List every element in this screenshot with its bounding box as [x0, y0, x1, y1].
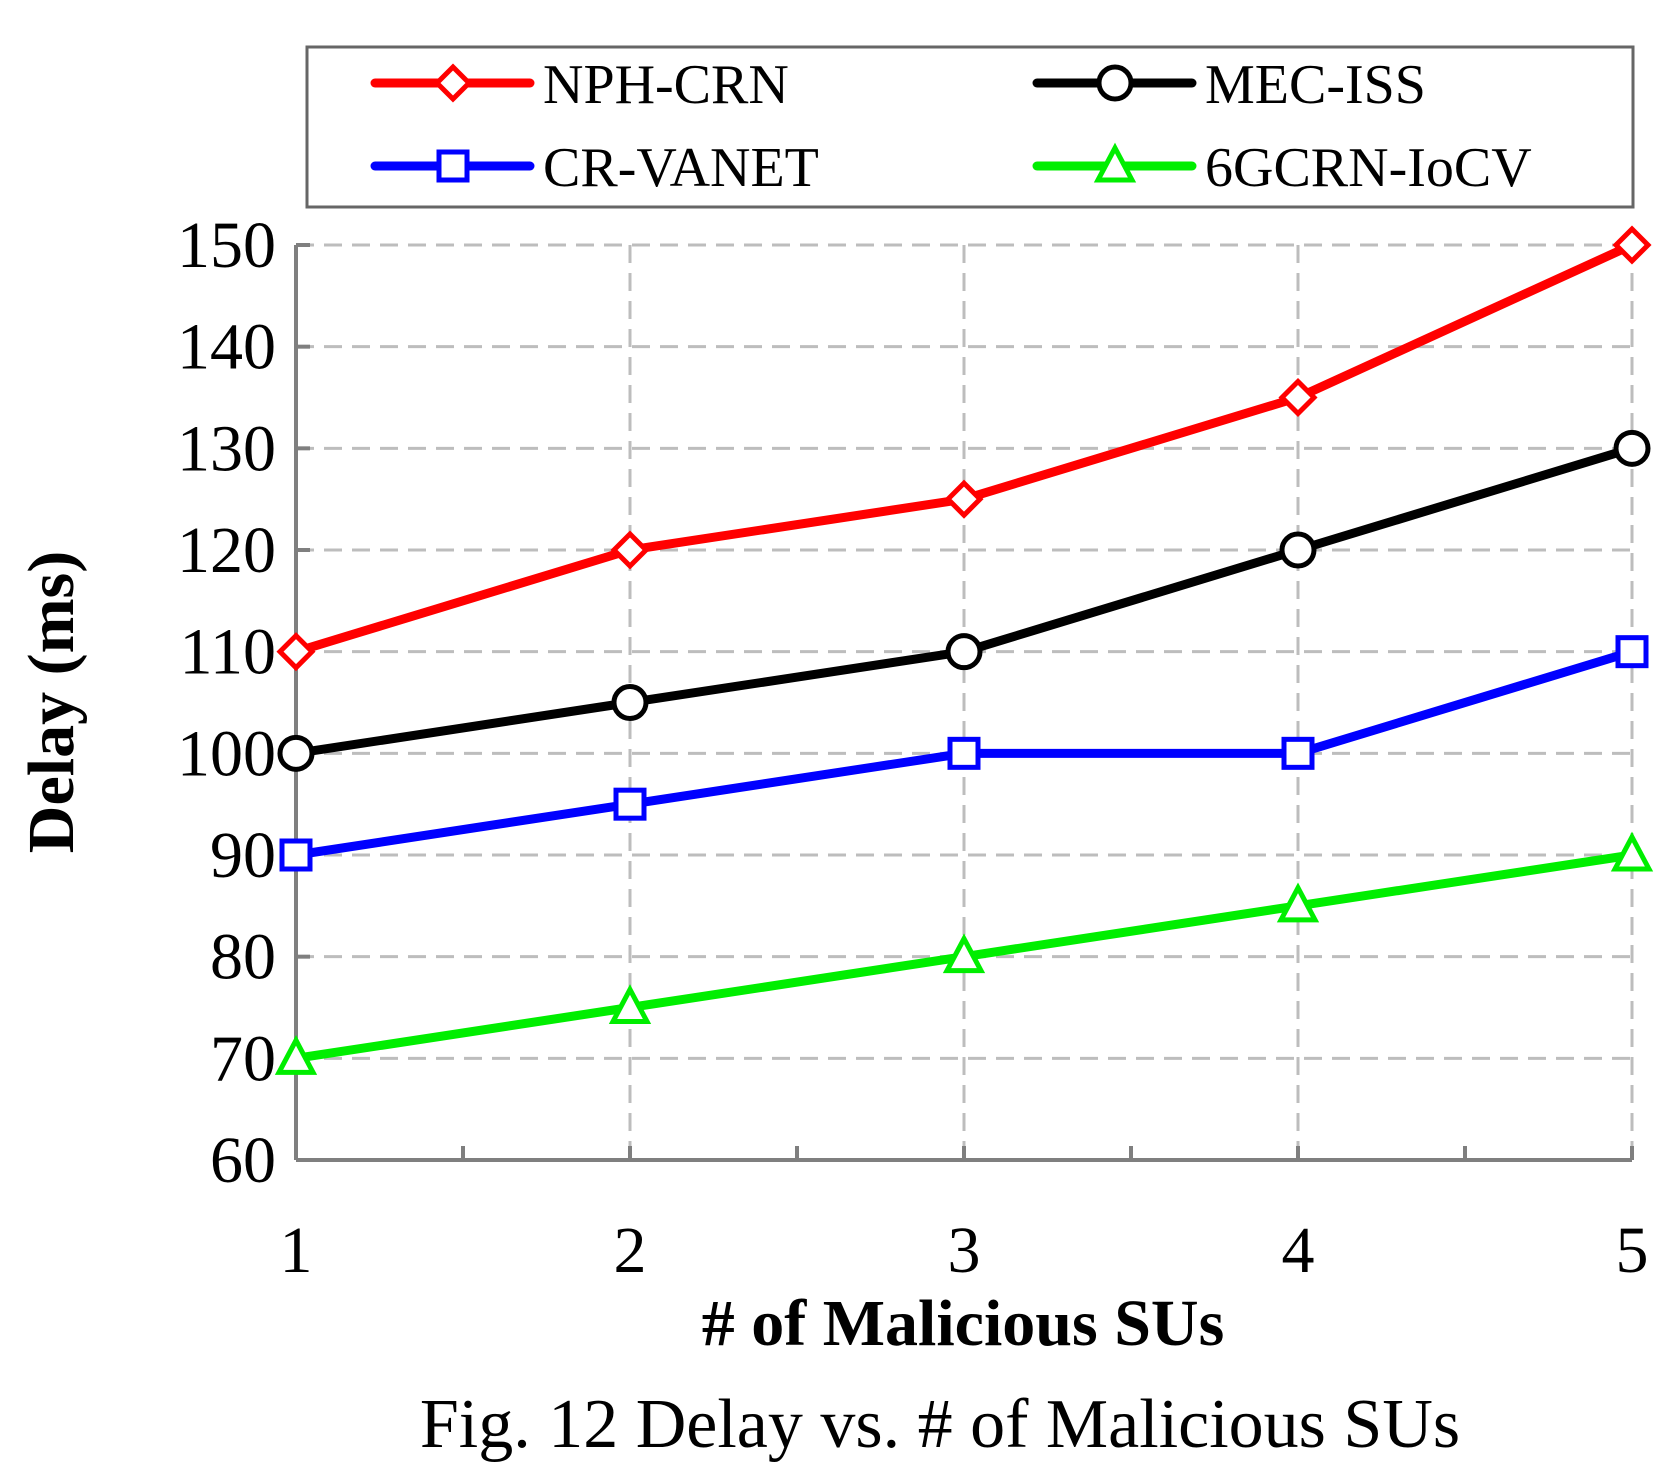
grid: [296, 243, 1634, 1160]
data-point: [1612, 225, 1652, 265]
tick-labels: 60 70 80 90 100 110 120 130 140 150 1 2 3 4 5: [177, 209, 1649, 1287]
legend-marker: [436, 149, 470, 183]
legend-marker: [1096, 64, 1134, 102]
legend-entry: 6GCRN-IoCV: [1032, 137, 1532, 199]
y-tick-label: 120: [177, 514, 276, 587]
data-point: [942, 933, 986, 974]
data-point: [945, 633, 983, 671]
data-point: [610, 530, 650, 570]
data-point: [1279, 531, 1317, 569]
data-point: [1276, 882, 1320, 923]
legend-marker: [433, 63, 473, 103]
series-layer: [274, 225, 1654, 1075]
data-point: [274, 1035, 318, 1075]
figure-caption: Fig. 12 Delay vs. # of Malicious SUs: [420, 1386, 1460, 1463]
legend-entry: CR-VANET: [370, 137, 819, 199]
legend-entry: MEC-ISS: [1032, 54, 1426, 116]
y-tick-label: 80: [210, 921, 276, 994]
data-point: [1278, 377, 1318, 418]
y-tick-label: 110: [179, 616, 276, 689]
legend-label: NPH-CRN: [543, 54, 789, 116]
data-point: [1615, 635, 1649, 669]
data-point: [279, 838, 313, 872]
y-tick-label: 130: [177, 412, 276, 485]
legend-label: 6GCRN-IoCV: [1205, 137, 1532, 199]
x-tick-label: 2: [614, 1214, 647, 1287]
data-point: [277, 734, 315, 772]
legend: NPH-CRN MEC-ISS CR-VANET 6GCRN-IoCV: [305, 45, 1635, 209]
data-point: [608, 984, 652, 1024]
data-point: [276, 632, 316, 672]
y-tick-label: 70: [210, 1022, 276, 1095]
series-nph-crn: [276, 225, 1652, 672]
y-tick-label: 100: [177, 717, 276, 790]
series-mec-iss: [277, 429, 1651, 772]
x-tick-label: 3: [948, 1214, 981, 1287]
legend-label: MEC-ISS: [1205, 54, 1426, 116]
y-tick-label: 150: [177, 209, 276, 282]
data-point: [1613, 429, 1651, 467]
x-tick-label: 5: [1616, 1214, 1649, 1287]
legend-entry: NPH-CRN: [370, 54, 789, 116]
legend-label: CR-VANET: [543, 137, 819, 199]
series-cr-vanet: [279, 635, 1649, 872]
y-tick-label: 140: [177, 311, 276, 384]
y-tick-label: 90: [210, 819, 276, 892]
x-axis-title: # of Malicious SUs: [702, 1287, 1225, 1360]
y-axis-title: Delay (ms): [15, 551, 88, 853]
data-point: [944, 479, 984, 519]
data-point: [1610, 831, 1654, 872]
x-tick-label: 4: [1282, 1214, 1315, 1287]
legend-marker: [1093, 142, 1137, 183]
y-tick-label: 60: [210, 1124, 276, 1197]
data-point: [947, 736, 981, 770]
legend-box: [305, 45, 1635, 209]
series-6gcrn-iocv: [274, 831, 1654, 1075]
data-point: [611, 684, 649, 721]
data-point: [1281, 736, 1315, 770]
data-point: [613, 787, 647, 821]
x-tick-label: 1: [280, 1214, 313, 1287]
